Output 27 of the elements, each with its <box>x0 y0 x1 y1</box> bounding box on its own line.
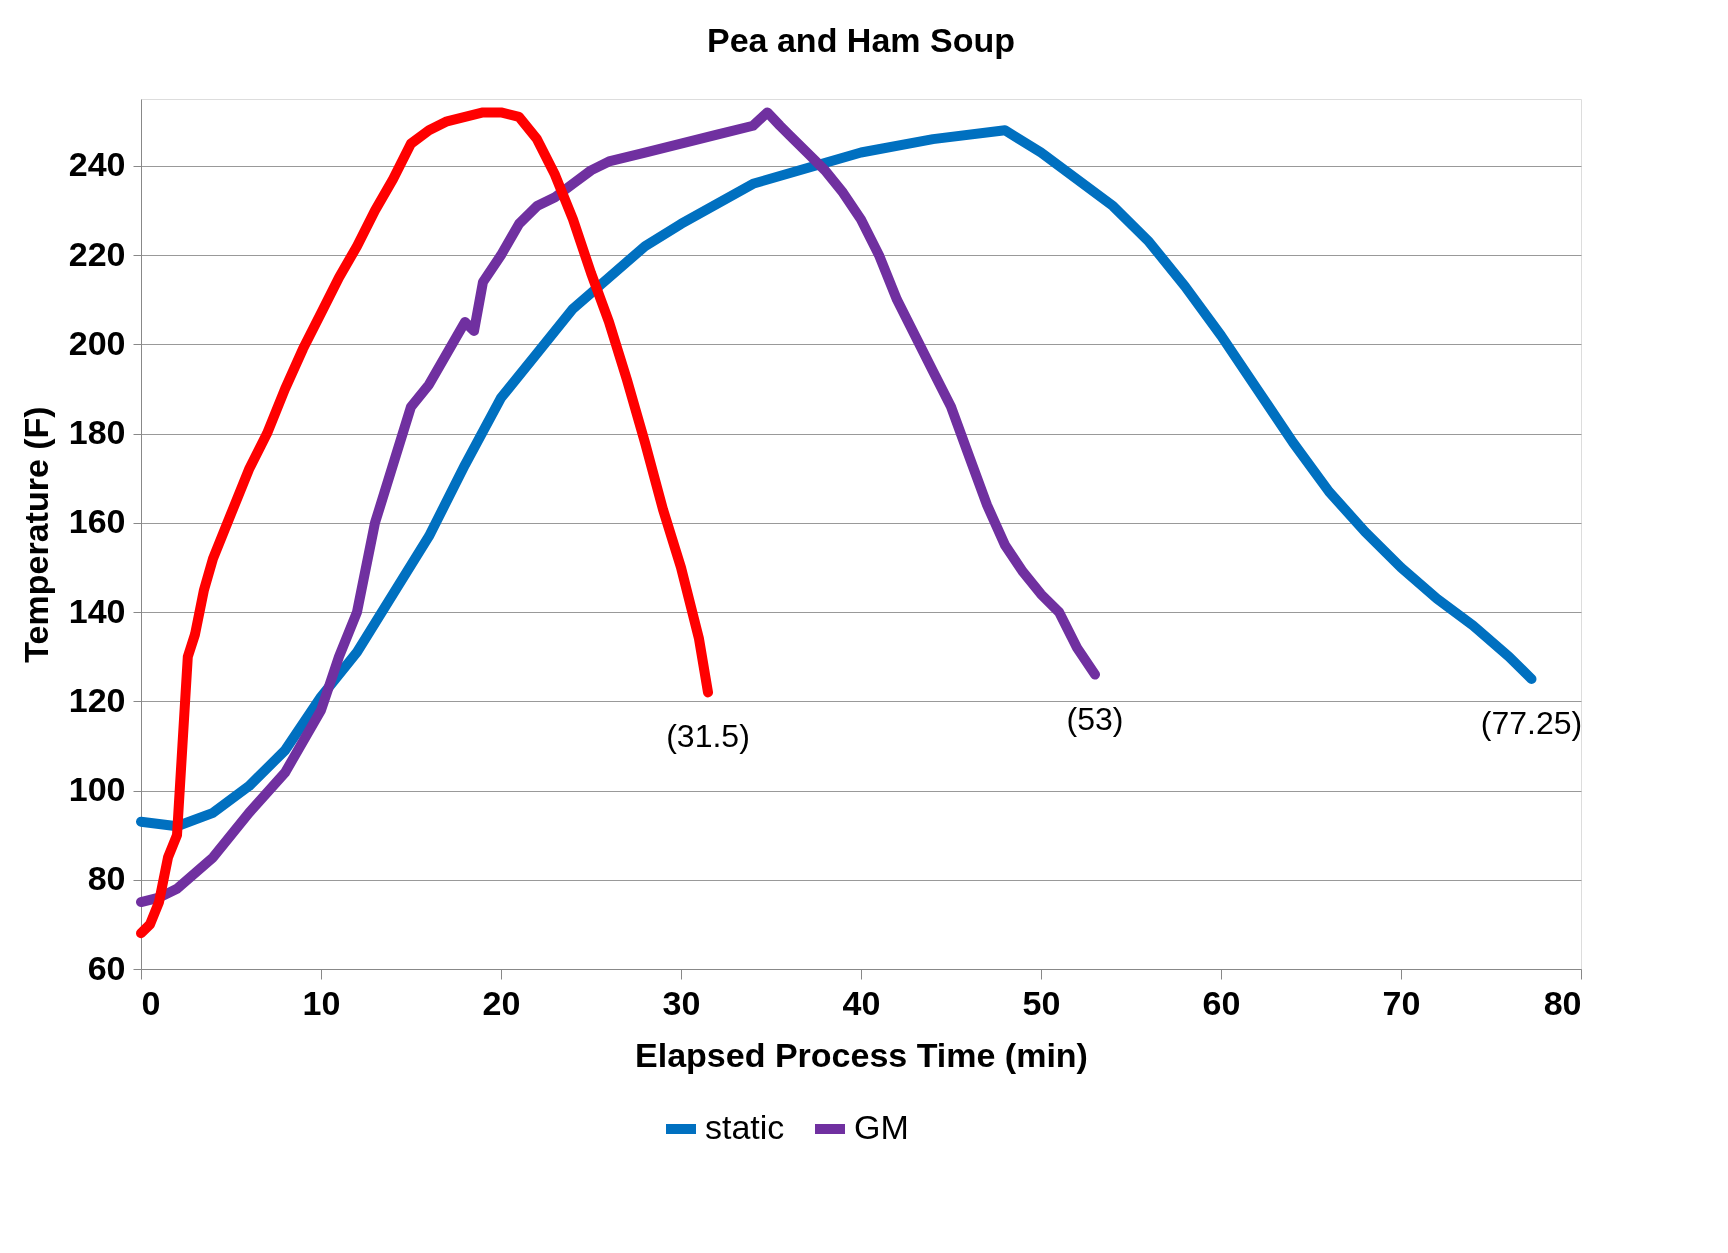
y-tick-label: 140 <box>68 591 126 630</box>
x-tick-label: 20 <box>482 983 521 1022</box>
y-tick-label: 200 <box>68 323 126 362</box>
annotation: (53) <box>1066 700 1124 737</box>
annotation: (77.25) <box>1480 705 1583 741</box>
x-tick-label: 40 <box>842 983 881 1022</box>
x-tick-label: 80 <box>1543 983 1582 1022</box>
annotation: (31.5) <box>666 718 750 755</box>
x-tick-label: 0 <box>141 983 161 1022</box>
y-axis-title: Temperature (F) <box>16 406 55 663</box>
x-tick-label: 50 <box>1022 983 1061 1022</box>
x-tick-label: 70 <box>1382 983 1421 1022</box>
x-axis-title: Elapsed Process Time (min) <box>635 1035 1088 1074</box>
chart-title: Pea and Ham Soup <box>707 21 1015 59</box>
y-tick-label: 100 <box>68 770 126 809</box>
y-tick-label: 80 <box>87 859 126 898</box>
y-tick-label: 240 <box>68 145 126 184</box>
x-tick-label: 10 <box>302 983 341 1022</box>
y-tick-label: 220 <box>68 234 126 273</box>
x-tick-label: 30 <box>662 983 701 1022</box>
y-tick-label: 60 <box>87 948 126 987</box>
y-tick-label: 180 <box>68 413 126 452</box>
legend-label: GM <box>854 1108 909 1146</box>
legend-label: static <box>705 1108 785 1146</box>
x-tick-label: 60 <box>1202 983 1241 1022</box>
y-tick-label: 160 <box>68 502 126 541</box>
y-tick-label: 120 <box>68 680 126 719</box>
